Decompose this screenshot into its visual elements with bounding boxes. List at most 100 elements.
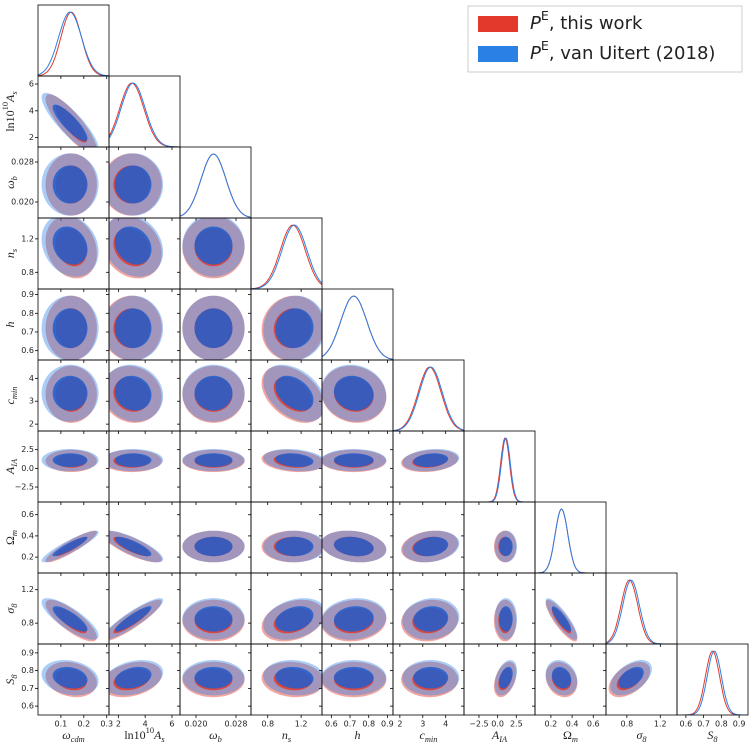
x-tick-label: 0.7: [697, 720, 710, 729]
panel: [322, 598, 387, 642]
contour-68: [52, 536, 88, 557]
panel: [41, 530, 99, 563]
label-part: A: [3, 94, 17, 103]
axis-label: cmin: [3, 387, 20, 405]
panel: [41, 660, 99, 698]
axis-label: ωb: [209, 728, 222, 745]
panel: [261, 364, 322, 423]
contour-68: [275, 375, 314, 411]
panel: [109, 82, 180, 147]
contour-68: [114, 375, 152, 411]
contour-68: [499, 606, 513, 632]
contour-68: [413, 666, 449, 689]
x-tick-label: 0.4: [566, 720, 579, 729]
y-tick-label: 1.2: [21, 234, 34, 243]
panel: [401, 660, 460, 698]
label-part: , this work: [549, 13, 643, 34]
label-part: s: [10, 249, 19, 252]
contour-68: [275, 536, 314, 557]
panel: [182, 218, 245, 279]
panel: [545, 660, 578, 698]
x-tick-label: 1.2: [654, 720, 667, 729]
contour-68: [499, 666, 513, 689]
axis-label: cmin: [420, 728, 438, 745]
marginal-curve: [393, 366, 464, 431]
label-part: 8: [10, 603, 19, 608]
label-part: 10: [146, 726, 154, 735]
panel: [322, 449, 387, 473]
contour-68: [413, 453, 449, 467]
panel: [401, 449, 460, 473]
panel: [322, 660, 387, 698]
y-tick-label: 0.6: [21, 702, 34, 711]
contour-68: [52, 165, 88, 204]
x-tick-label: 0.6: [680, 720, 693, 729]
panel: [109, 295, 164, 360]
contour-68: [194, 536, 233, 557]
marginal-curve: [677, 650, 748, 715]
panel: [401, 530, 460, 563]
x-tick-label: 0.9: [381, 720, 394, 729]
label-part: cdm: [71, 735, 85, 744]
contour-68: [333, 666, 374, 689]
axis-label: ln1010As: [124, 726, 164, 744]
label-part: , van Uitert (2018): [549, 43, 716, 64]
legend-label: PE, this work: [530, 8, 643, 34]
panel: [493, 660, 517, 698]
y-tick-label: 0.6: [21, 510, 34, 519]
marginal-curve: [180, 153, 251, 218]
contour-68: [52, 606, 88, 632]
marginal-curve: [180, 153, 251, 218]
panel: [545, 598, 578, 642]
panel: [41, 598, 99, 642]
panel-frame: [250, 217, 323, 290]
panel: [493, 598, 517, 642]
x-tick-label: 4: [443, 720, 448, 729]
marginal-curve: [109, 82, 180, 147]
axis-label: S8: [707, 728, 718, 745]
label-part: IA: [498, 735, 508, 744]
contour-68: [114, 165, 152, 204]
axis-label: σ8: [3, 603, 20, 614]
label-part: n: [3, 252, 17, 258]
x-tick-label: 4: [143, 720, 148, 729]
label-part: Ω: [3, 536, 17, 545]
axis-label: Ωm: [3, 530, 20, 545]
label-part: σ: [636, 728, 643, 742]
y-tick-label: 0.8: [21, 268, 34, 277]
contour-68: [333, 606, 374, 632]
marginal-curve: [322, 295, 393, 360]
axis-label: h: [3, 322, 17, 328]
y-tick-label: 0.020: [11, 198, 34, 207]
panel: [41, 218, 99, 279]
label-part: b: [10, 176, 19, 180]
panel: [493, 530, 517, 563]
marginal-curve: [38, 11, 109, 76]
contour-68: [52, 104, 88, 142]
contour-68: [114, 536, 152, 557]
axis-label: S8: [3, 674, 20, 685]
label-part: n: [282, 728, 288, 742]
contour-68: [275, 453, 314, 467]
contour-68: [551, 666, 572, 689]
marginal-curve: [464, 437, 535, 502]
x-tick-label: 6: [169, 720, 174, 729]
marginal-curve: [606, 579, 677, 644]
axis-label: Ωm: [563, 728, 578, 745]
y-tick-label: 6: [29, 80, 34, 89]
panel-frame: [179, 146, 252, 219]
x-tick-label: 0.8: [261, 720, 274, 729]
axis-label: ωb: [3, 176, 20, 189]
label-part: ω: [209, 728, 217, 742]
label-part: m: [10, 530, 19, 536]
label-part: A: [491, 728, 500, 742]
panel: [322, 530, 387, 563]
x-tick-label: 0.8: [621, 720, 634, 729]
panel-frame: [37, 501, 110, 574]
x-tick-label: 0.3: [100, 720, 113, 729]
contour-68: [275, 308, 314, 349]
y-tick-label: 4: [29, 106, 34, 115]
label-part: σ: [3, 607, 17, 614]
